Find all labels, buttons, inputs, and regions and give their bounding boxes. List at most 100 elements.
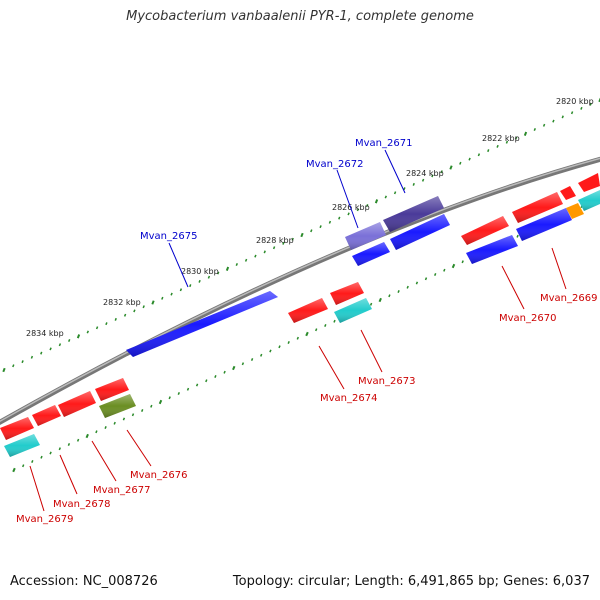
outer-tick [272,246,276,250]
outer-tick [505,140,509,144]
outer-tick [105,322,108,326]
gene-right-cyan[interactable] [578,190,600,211]
inner-tick [95,430,98,434]
outer-tick [393,191,397,195]
outer-tick [161,296,164,300]
inner-tick [260,353,263,357]
inner-tick [232,365,236,371]
inner-tick [333,319,336,323]
inner-tick [40,455,43,459]
leader-mvan-2673 [360,329,383,373]
outer-tick [68,339,71,342]
outer-tick [477,153,481,157]
inner-tick [58,447,61,451]
scale-label-2832: 2832 kbp [103,298,141,307]
label-mvan-2671[interactable]: Mvan_2671 [355,138,412,149]
gene-right-blue-upper[interactable] [516,208,572,241]
outer-tick [49,347,52,351]
label-mvan-2679[interactable]: Mvan_2679 [16,514,73,525]
inner-tick [67,443,71,446]
outer-tick [468,157,471,161]
inner-tick [397,290,400,293]
outer-tick [179,288,183,292]
outer-tick [244,258,248,262]
scale-label-2824: 2824 kbp [406,169,444,178]
gene-mvan-2673[interactable] [334,298,372,323]
label-mvan-2676[interactable]: Mvan_2676 [130,470,187,481]
outer-tick [440,170,443,174]
outer-tick [319,225,322,229]
gene-mvan-2678[interactable] [58,391,96,417]
inner-tick [22,464,25,468]
gene-left-red[interactable] [32,405,61,426]
inner-tick [305,331,309,337]
outer-tick [459,161,462,165]
outer-tick [2,367,6,373]
inner-tick [415,281,419,285]
gene-right-red-upper[interactable] [512,192,563,223]
inner-tick [250,358,254,361]
inner-tick [122,417,126,421]
map-title: Mycobacterium vanbaalenii PYR-1, complet… [126,9,474,24]
outer-tick [589,102,592,106]
gene-mvan-2672-lower[interactable] [352,242,390,266]
scale-label-2830: 2830 kbp [181,267,219,276]
gene-mvan-2669[interactable] [566,203,584,219]
outer-tick [217,271,220,275]
label-mvan-2675[interactable]: Mvan_2675 [140,231,197,242]
outer-tick [12,364,15,368]
label-mvan-2669[interactable]: Mvan_2669 [540,293,597,304]
gene-mvan-2674-b[interactable] [330,282,364,305]
forward-genes [126,190,600,357]
gene-mvan-2677[interactable] [95,378,129,401]
gene-mvan-2676[interactable] [99,394,136,418]
label-mvan-2677[interactable]: Mvan_2677 [93,485,150,496]
inner-tick [424,277,428,281]
outer-tick [338,216,341,220]
outer-tick [421,178,425,182]
outer-tick [58,343,62,347]
label-mvan-2672[interactable]: Mvan_2672 [306,159,363,170]
label-mvan-2670[interactable]: Mvan_2670 [499,313,556,324]
label-mvan-2678[interactable]: Mvan_2678 [53,499,110,510]
leader-mvan-2678 [59,454,78,495]
inner-tick [85,433,89,439]
outer-tick [412,182,415,186]
outer-tick [198,279,201,283]
inner-tick [443,268,446,272]
inner-tick [369,302,373,306]
gene-right-red-small[interactable] [560,173,600,200]
leader-mvan-2670 [501,265,525,310]
outer-tick [374,199,379,204]
leader-mvan-2669 [551,247,567,290]
genome-summary-text: Topology: circular; Length: 6,491,865 bp… [232,574,590,589]
outer-tick [300,232,304,238]
gene-mvan-2674[interactable] [288,298,328,323]
scale-label-2820: 2820 kbp [556,97,594,106]
label-mvan-2674[interactable]: Mvan_2674 [320,393,377,404]
outer-tick [580,106,583,110]
outer-tick [95,326,99,330]
gene-mvan-2670[interactable] [461,216,509,245]
gene-mvan-2679[interactable] [4,434,40,457]
gene-mvan-2675[interactable] [126,291,278,357]
gene-mvan-2672[interactable] [345,222,386,250]
scale-label-2834: 2834 kbp [26,329,64,338]
genome-backbone [0,156,600,426]
gene-left-red-edge[interactable] [0,417,34,440]
inner-tick [158,399,163,405]
outer-tick [133,309,136,313]
outer-tick [225,266,230,271]
gene-mvan-2671-lower[interactable] [390,214,450,250]
scale-label-2822: 2822 kbp [482,134,520,143]
outer-tick [310,229,313,233]
gene-right-blue-lower[interactable] [466,235,518,264]
outer-tick [570,111,574,115]
inner-tick [49,451,52,455]
outer-tick [533,128,536,131]
inner-tick [315,328,318,332]
inner-tick [76,438,80,442]
gene-mvan-2671[interactable] [383,196,444,232]
label-mvan-2673[interactable]: Mvan_2673 [358,376,415,387]
inner-tick [378,297,382,303]
